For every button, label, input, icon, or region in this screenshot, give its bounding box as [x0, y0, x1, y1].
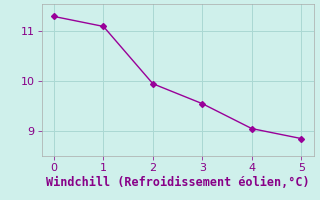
X-axis label: Windchill (Refroidissement éolien,°C): Windchill (Refroidissement éolien,°C)	[46, 176, 309, 189]
